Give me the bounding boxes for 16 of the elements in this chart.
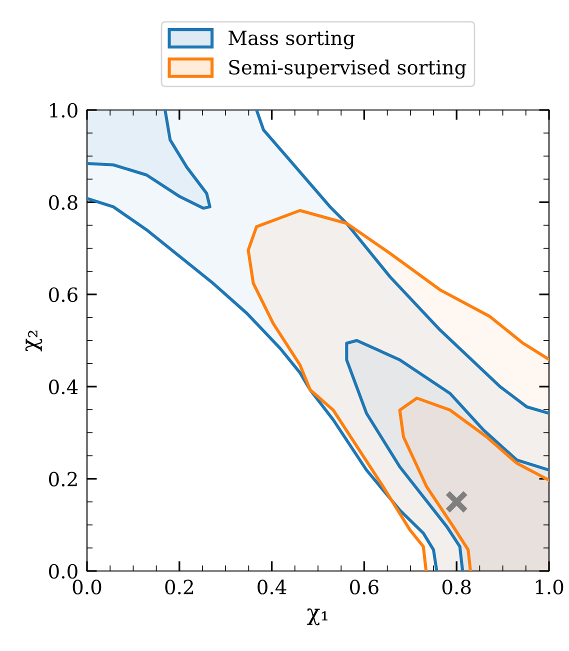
legend-label: Mass sorting: [228, 30, 355, 50]
y-axis-title: χ₂: [25, 330, 42, 352]
y-tick-label: 0.2: [49, 472, 77, 486]
x-tick-label: 0.4: [258, 580, 286, 594]
x-tick-label: 1.0: [536, 580, 564, 594]
y-tick-label: 0.4: [49, 380, 78, 394]
x-axis-title: χ₁: [307, 608, 328, 626]
x-tick-label: 0.6: [350, 580, 378, 594]
y-tick-label: 1.0: [50, 102, 78, 118]
x-tick-label: 0.0: [72, 580, 102, 594]
y-tick-label: 0.0: [49, 564, 78, 579]
x-tick-label: 0.2: [165, 580, 193, 594]
legend-label: Semi-supervised sorting: [229, 60, 466, 79]
y-tick-label: 0.8: [49, 195, 78, 210]
y-tick-label: 0.6: [49, 287, 78, 302]
x-tick-label: 0.8: [442, 580, 471, 594]
